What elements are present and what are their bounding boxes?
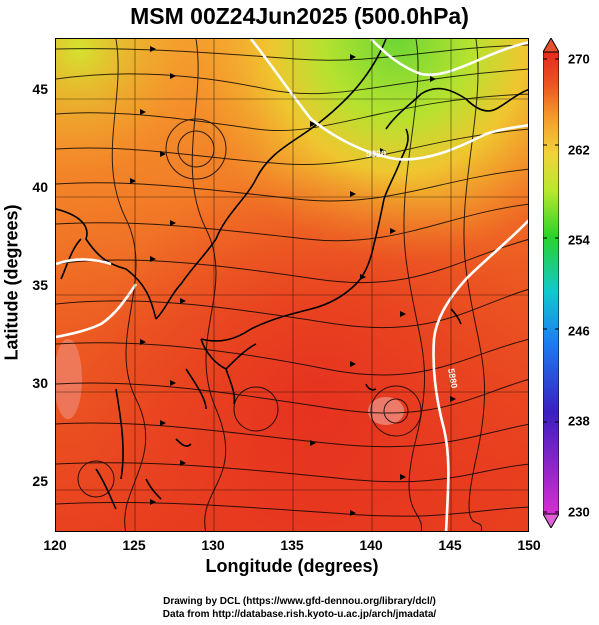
x-tick-label: 125 [122,537,146,553]
warm-region-south [56,39,528,531]
x-tick-label: 140 [359,537,383,553]
colorbar-max-arrow [543,38,559,53]
x-tick-label: 130 [201,537,225,553]
colorbar-tick-label: 238 [568,413,590,429]
arrowheads [130,46,456,516]
x-tick-label: 120 [43,537,67,553]
x-axis-label: Longitude (degrees) [205,556,379,576]
colorbar-tick-label: 270 [568,51,590,67]
contour-label: 5880 [446,368,459,389]
map-plot-area: 5820 5880 [55,38,529,532]
x-tick-label: 145 [438,537,462,553]
colorbar-tick-label: 262 [568,142,590,158]
warm-spot [368,397,404,425]
warm-spot [56,339,82,419]
credit-drawing: Drawing by DCL (https://www.gfd-dennou.o… [163,596,436,607]
map-title: MSM 00Z24Jun2025 (500.0hPa) [130,3,469,29]
grid-lines [56,39,528,531]
colorbar [543,38,559,528]
colorbar-tick-label: 254 [568,232,590,248]
contour-label: 5820 [366,149,386,159]
colorbar-tick-label: 230 [568,504,590,520]
map-svg: 5820 5880 [56,39,528,531]
colorbar-gradient [543,51,559,515]
streamlines [56,39,528,531]
colorbar-tick-label: 246 [568,323,590,339]
y-tick-label: 40 [32,178,48,195]
colorbar-min-arrow [543,513,559,528]
y-tick-label: 45 [32,80,48,97]
x-tick-label: 150 [517,537,541,553]
credit-data: Data from http://database.rish.kyoto-u.a… [162,609,437,620]
y-tick-label: 30 [32,375,48,392]
y-tick-label: 35 [32,277,48,293]
x-tick-label: 135 [280,537,304,553]
y-tick-label: 25 [32,473,48,490]
y-axis-label: Latitude (degrees) [1,204,22,361]
contour-lines [56,39,528,531]
